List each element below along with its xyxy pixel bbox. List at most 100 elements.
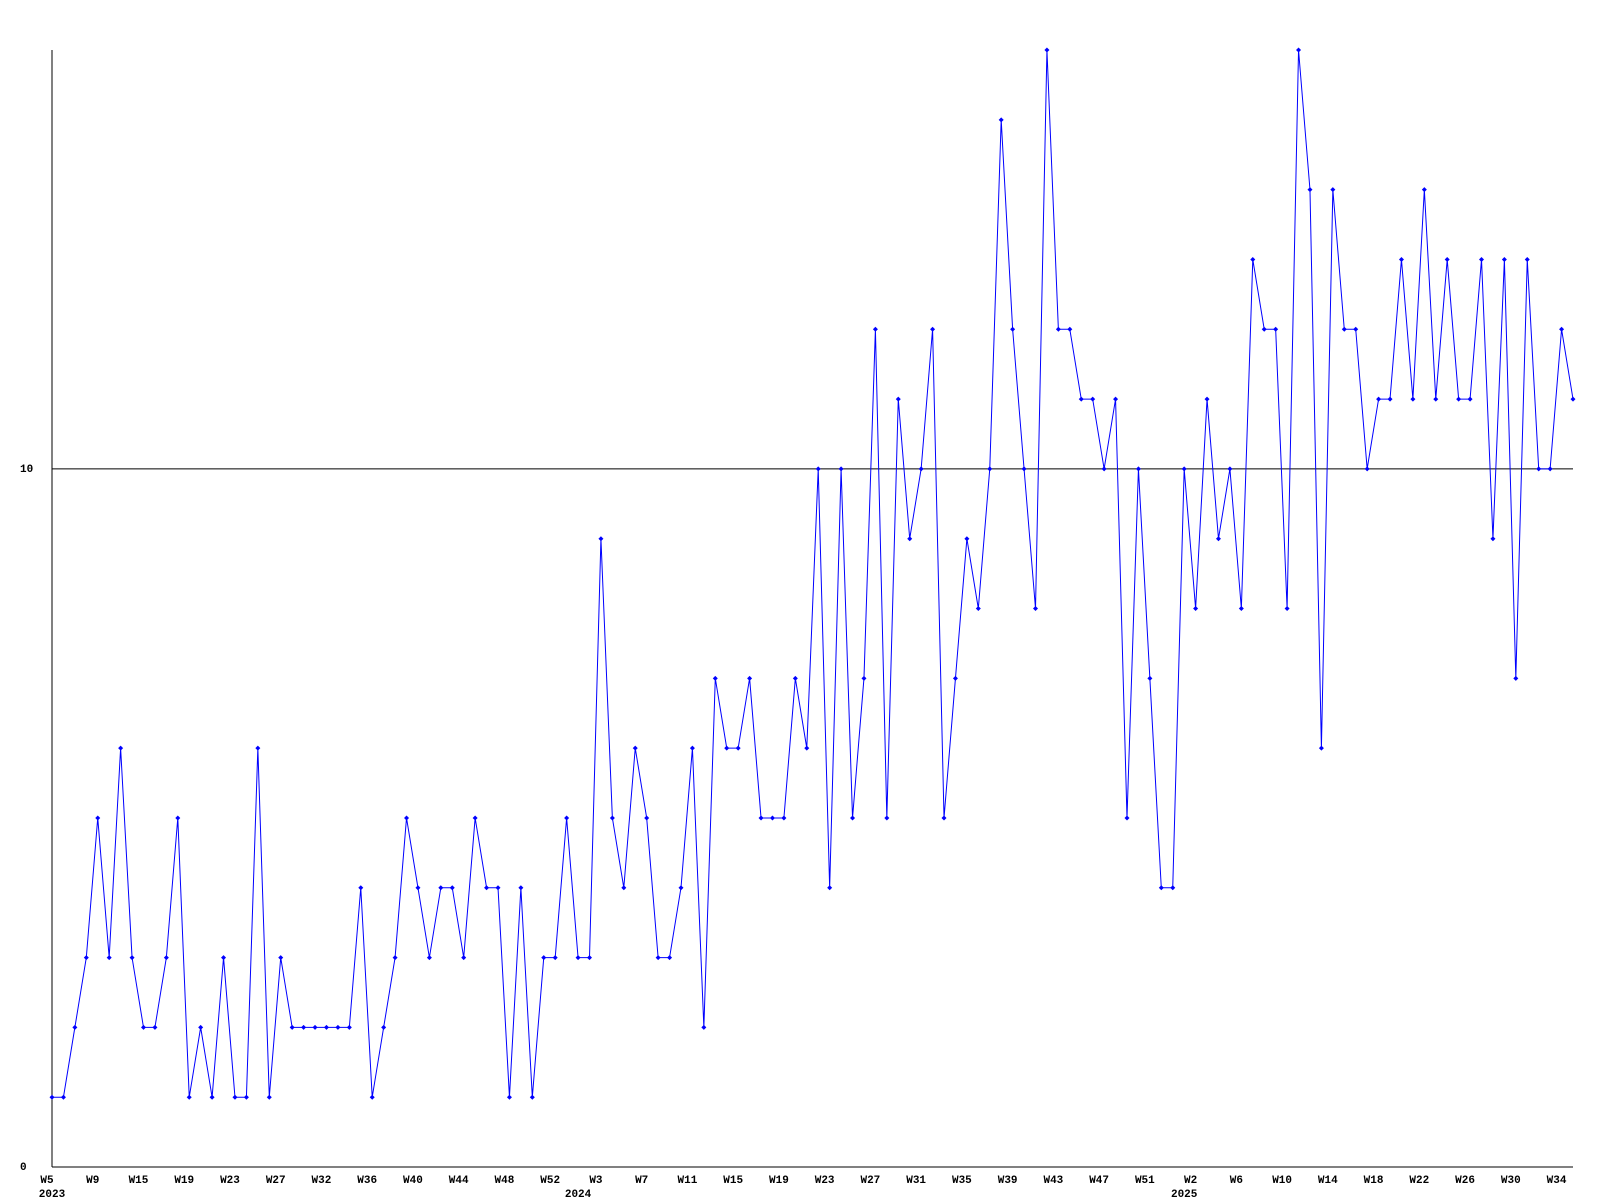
marker xyxy=(60,1094,66,1100)
marker xyxy=(918,466,924,472)
x-tick-label: W19 xyxy=(769,1175,789,1187)
marker xyxy=(163,955,169,961)
marker xyxy=(198,1024,204,1030)
marker xyxy=(575,955,581,961)
marker xyxy=(678,885,684,891)
x-tick-label: W6 xyxy=(1230,1175,1243,1187)
marker xyxy=(1318,745,1324,751)
marker xyxy=(49,1094,55,1100)
marker xyxy=(667,955,673,961)
marker xyxy=(1501,256,1507,262)
marker xyxy=(941,815,947,821)
marker xyxy=(644,815,650,821)
marker xyxy=(415,885,421,891)
marker xyxy=(564,815,570,821)
x-tick-label: W9 xyxy=(86,1175,99,1187)
marker xyxy=(1021,466,1027,472)
marker xyxy=(346,1024,352,1030)
marker xyxy=(495,885,501,891)
marker xyxy=(301,1024,307,1030)
x-year-label: 2023 xyxy=(39,1189,66,1200)
y-tick-label: 10 xyxy=(20,464,33,476)
x-tick-label: W36 xyxy=(357,1175,377,1187)
x-tick-label: W19 xyxy=(174,1175,194,1187)
x-tick-label: W15 xyxy=(723,1175,743,1187)
marker xyxy=(827,885,833,891)
x-year-label: 2025 xyxy=(1171,1189,1198,1200)
marker xyxy=(598,536,604,542)
x-tick-label: W23 xyxy=(815,1175,835,1187)
marker xyxy=(712,675,718,681)
x-tick-label: W14 xyxy=(1318,1175,1338,1187)
marker xyxy=(701,1024,707,1030)
marker xyxy=(952,675,958,681)
marker xyxy=(1158,885,1164,891)
x-year-label: 2024 xyxy=(565,1189,592,1200)
marker xyxy=(541,955,547,961)
marker xyxy=(1193,606,1199,611)
x-tick-label: W44 xyxy=(449,1175,469,1187)
marker xyxy=(266,1094,272,1100)
marker xyxy=(106,955,112,961)
marker xyxy=(621,885,627,891)
marker xyxy=(1467,396,1473,402)
marker xyxy=(1204,396,1210,402)
marker xyxy=(1536,466,1542,472)
marker xyxy=(518,885,524,891)
marker xyxy=(323,1024,329,1030)
marker xyxy=(1456,396,1462,402)
marker xyxy=(449,885,455,891)
x-tick-label: W39 xyxy=(998,1175,1018,1187)
marker xyxy=(95,815,101,821)
marker xyxy=(1490,536,1496,542)
marker xyxy=(735,745,741,751)
marker xyxy=(1433,396,1439,402)
marker xyxy=(129,955,135,961)
x-tick-label: W23 xyxy=(220,1175,240,1187)
marker xyxy=(392,955,398,961)
x-tick-label: W51 xyxy=(1135,1175,1155,1187)
marker xyxy=(1033,606,1039,611)
x-tick-label: W11 xyxy=(678,1175,698,1187)
y-tick-label: 0 xyxy=(20,1162,27,1174)
marker xyxy=(289,1024,295,1030)
marker xyxy=(838,466,844,472)
x-tick-label: W32 xyxy=(312,1175,332,1187)
marker xyxy=(472,815,478,821)
marker xyxy=(1547,466,1553,472)
marker xyxy=(404,815,410,821)
marker xyxy=(140,1024,146,1030)
marker xyxy=(1330,187,1336,193)
marker xyxy=(586,955,592,961)
marker xyxy=(1296,47,1302,53)
marker xyxy=(186,1094,192,1100)
marker xyxy=(1090,396,1096,402)
marker xyxy=(1398,256,1404,262)
marker xyxy=(861,675,867,681)
marker xyxy=(975,606,981,611)
marker xyxy=(1421,187,1427,193)
marker xyxy=(381,1024,387,1030)
x-tick-label: W10 xyxy=(1272,1175,1292,1187)
marker xyxy=(1124,815,1130,821)
marker xyxy=(1559,326,1565,332)
marker xyxy=(484,885,490,891)
marker xyxy=(850,815,856,821)
marker xyxy=(1353,326,1359,332)
marker xyxy=(655,955,661,961)
x-tick-label: W52 xyxy=(540,1175,560,1187)
marker xyxy=(815,466,821,472)
marker xyxy=(1010,326,1016,332)
marker xyxy=(1524,256,1530,262)
marker xyxy=(689,745,695,751)
x-tick-label: W34 xyxy=(1547,1175,1567,1187)
marker xyxy=(1513,675,1519,681)
marker xyxy=(998,117,1004,123)
marker xyxy=(609,815,615,821)
x-tick-label: W22 xyxy=(1409,1175,1429,1187)
marker xyxy=(335,1024,341,1030)
marker xyxy=(278,955,284,961)
marker xyxy=(1387,396,1393,402)
marker xyxy=(987,466,993,472)
x-tick-label: W31 xyxy=(906,1175,926,1187)
